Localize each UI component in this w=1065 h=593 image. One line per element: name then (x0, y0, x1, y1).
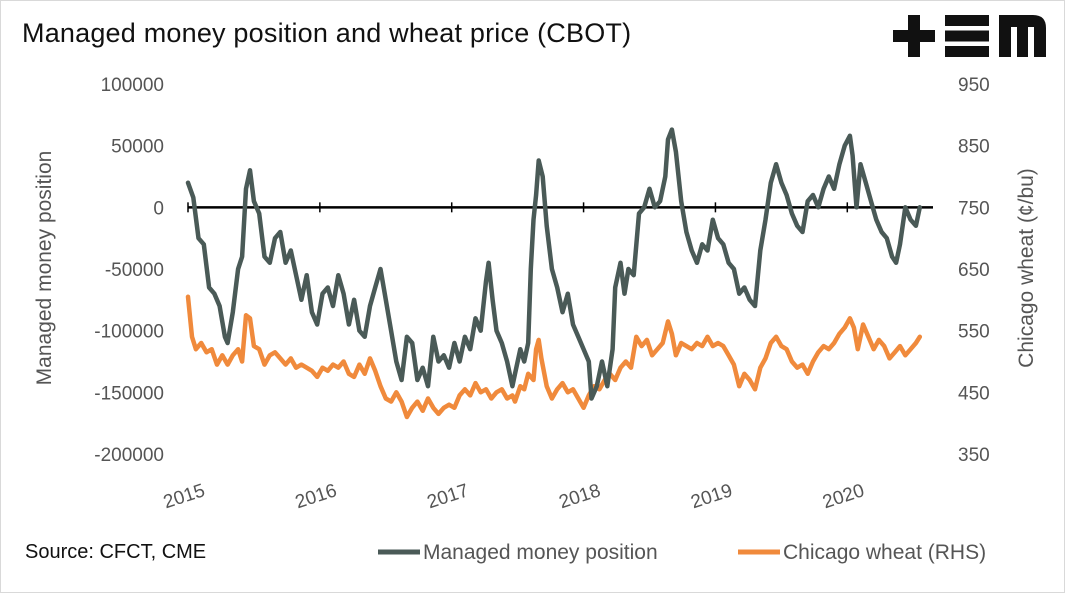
series-layer (185, 127, 923, 420)
left-tick-label: 100000 (101, 75, 164, 96)
right-axis-ticks: 950 850 750 650 550 450 350 (958, 75, 990, 466)
x-tick-label: 2018 (557, 480, 604, 513)
left-tick-label: -100000 (94, 322, 164, 343)
company-logo (893, 15, 1046, 57)
right-tick-label: 650 (958, 260, 990, 281)
right-tick-label: 950 (958, 75, 990, 96)
x-tick-label: 2020 (820, 480, 867, 513)
left-axis-title: Managed money position (33, 151, 56, 386)
left-tick-label: -150000 (94, 383, 164, 404)
left-tick-label: 0 (153, 198, 164, 219)
series-line-wheat (185, 294, 923, 420)
legend-label-managed-money: Managed money position (423, 541, 658, 564)
x-tick-label: 2019 (688, 480, 735, 513)
x-tick-label: 2015 (161, 480, 208, 513)
right-tick-label: 450 (958, 383, 990, 404)
left-tick-label: 50000 (111, 137, 164, 158)
right-tick-label: 350 (958, 445, 990, 466)
right-tick-label: 850 (958, 137, 990, 158)
series-line-managed-money (185, 127, 923, 401)
x-tick-label: 2017 (425, 480, 472, 513)
legend-label-wheat: Chicago wheat (RHS) (783, 541, 986, 564)
x-tick-label: 2016 (293, 480, 340, 513)
right-tick-label: 750 (958, 198, 990, 219)
chart-title: Managed money position and wheat price (… (22, 18, 632, 48)
source-note: Source: CFCT, CME (25, 541, 207, 563)
left-axis-ticks: 100000 50000 0 -50000 -100000 -150000 -200000 (94, 75, 164, 466)
left-tick-label: -200000 (94, 445, 164, 466)
left-tick-label: -50000 (105, 260, 164, 281)
right-tick-label: 550 (958, 322, 990, 343)
legend: Managed money position Chicago wheat (RH… (378, 541, 986, 564)
right-axis-title: Chicago wheat (¢/bu) (1015, 168, 1038, 368)
